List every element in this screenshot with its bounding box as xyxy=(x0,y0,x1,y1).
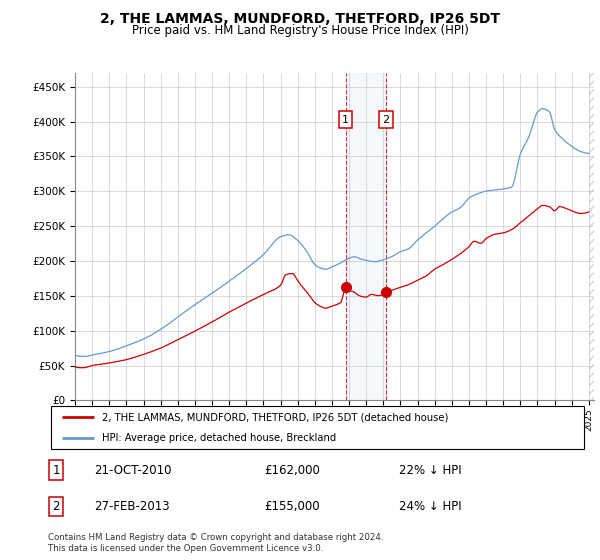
Text: 27-FEB-2013: 27-FEB-2013 xyxy=(94,500,170,513)
Bar xyxy=(589,73,594,400)
Text: 2: 2 xyxy=(382,114,389,124)
Text: 22% ↓ HPI: 22% ↓ HPI xyxy=(399,464,461,477)
Text: HPI: Average price, detached house, Breckland: HPI: Average price, detached house, Brec… xyxy=(102,433,336,444)
Text: 1: 1 xyxy=(52,464,60,477)
Text: Contains HM Land Registry data © Crown copyright and database right 2024.
This d: Contains HM Land Registry data © Crown c… xyxy=(48,533,383,553)
Bar xyxy=(346,73,386,400)
Text: 2, THE LAMMAS, MUNDFORD, THETFORD, IP26 5DT (detached house): 2, THE LAMMAS, MUNDFORD, THETFORD, IP26 … xyxy=(102,412,448,422)
Text: Price paid vs. HM Land Registry's House Price Index (HPI): Price paid vs. HM Land Registry's House … xyxy=(131,24,469,36)
Text: 21-OCT-2010: 21-OCT-2010 xyxy=(94,464,172,477)
Text: 2: 2 xyxy=(52,500,60,513)
Text: 2, THE LAMMAS, MUNDFORD, THETFORD, IP26 5DT: 2, THE LAMMAS, MUNDFORD, THETFORD, IP26 … xyxy=(100,12,500,26)
Text: 1: 1 xyxy=(342,114,349,124)
Text: £155,000: £155,000 xyxy=(264,500,320,513)
FancyBboxPatch shape xyxy=(50,406,584,450)
Text: £162,000: £162,000 xyxy=(264,464,320,477)
Text: 24% ↓ HPI: 24% ↓ HPI xyxy=(399,500,461,513)
